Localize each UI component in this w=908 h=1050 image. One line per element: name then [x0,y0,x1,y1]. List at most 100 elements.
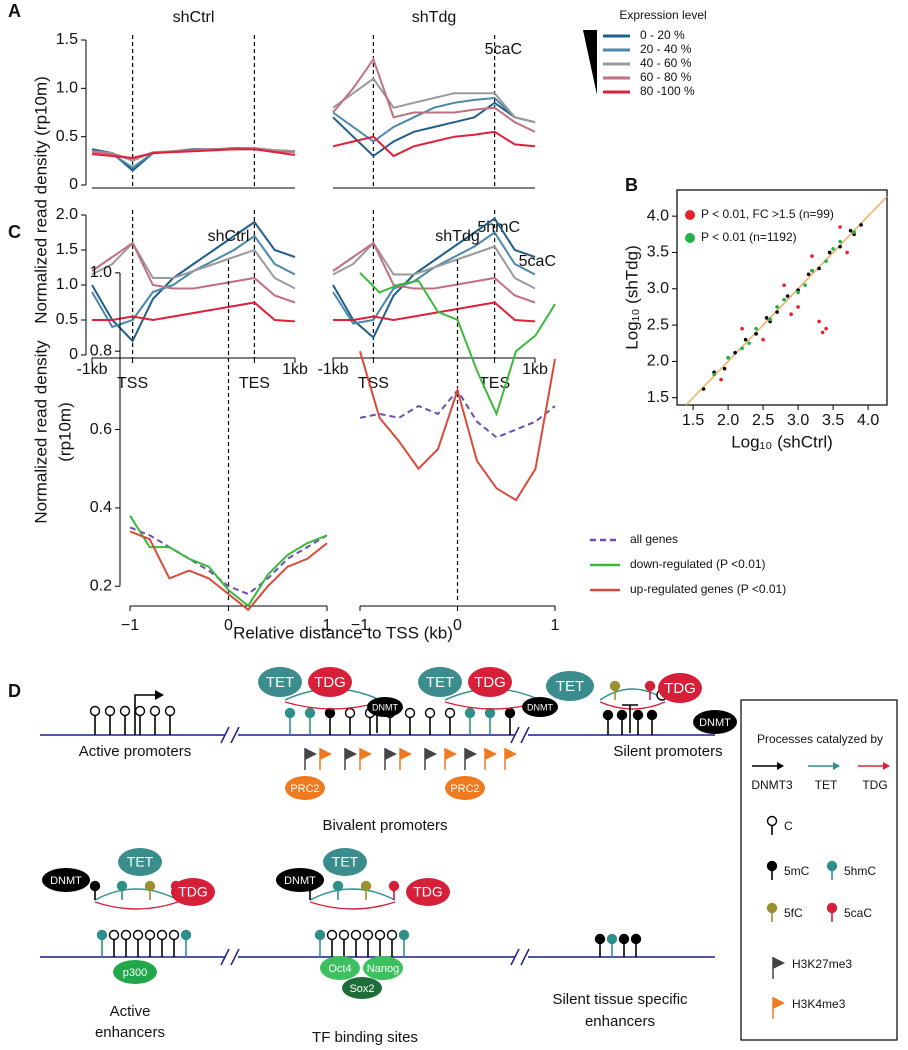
histone-flag [360,748,372,760]
lollipop-head [766,902,778,914]
panel-title: shTdg [412,9,456,26]
break-mark [220,726,230,744]
scatter-point [782,297,786,302]
lollipop-head [156,929,168,941]
x-tick-label: 4.0 [857,412,879,429]
scatter-point [827,250,832,255]
plot-frame [676,189,888,406]
series-line [332,241,536,304]
enzyme [522,697,558,717]
inhibit [622,704,638,733]
lollipop-head [108,929,120,941]
histone-flag [505,748,517,760]
lollipop-head [314,929,326,941]
break-mark [230,948,240,966]
panel-label: C [8,222,21,242]
enzyme-label: TDG [178,884,208,900]
scatter-point [743,337,748,342]
region-label: Active [110,1003,151,1020]
series-line [91,148,296,159]
panel-title: shTdg [435,228,479,245]
x-tick-label: -1kb [317,361,348,378]
lollipop-head [618,933,630,945]
enzyme-label: TET [332,854,359,870]
lollipop-head [826,902,838,914]
x-tick-label: 2.0 [717,412,739,429]
scatter-point [764,316,769,320]
series-line [92,301,296,323]
enzyme [276,868,324,892]
break-mark [520,726,530,744]
y-tick-label: 2.0 [647,353,669,370]
scatter-point [838,225,842,229]
y-tick-label: 4.0 [647,207,669,224]
y-axis-label: Normalized read density [31,340,50,524]
scatter-point [740,346,744,351]
y-tick-label: 0.6 [90,421,112,438]
y-tick-label: 0.2 [90,577,112,594]
annotation: 5caC [485,41,522,58]
enzyme [258,667,302,697]
lollipop-head [338,929,350,941]
panel-label: A [8,1,21,21]
cycle-arrow [94,901,179,910]
lollipop-head [119,705,131,717]
lollipop-head [134,705,146,717]
legend-label: 5fC [784,906,803,920]
panel-title: shCtrl [173,9,215,26]
break-mark [220,948,230,966]
scatter-point [810,254,814,258]
region-label: Active promoters [79,743,192,760]
series-line [332,231,536,325]
lollipop-head [116,880,128,892]
enzyme-label: DNMT [50,875,82,887]
legend-label: 60 - 80 % [640,70,692,84]
scatter-point [747,341,751,346]
tss-arrow [134,694,155,735]
scatter-point [785,294,790,298]
lollipop-head [164,705,176,717]
lollipop-head [132,929,144,941]
legend-swatch [685,210,695,220]
legend-label: 5caC [844,906,872,920]
lollipop-head [104,705,116,717]
lollipop-head [398,929,410,941]
scatter-point [838,239,842,244]
lollipop-head [602,709,614,721]
scatter-point [761,337,765,342]
legend-label: H3K4me3 [792,997,846,1011]
lollipop-head [89,880,101,892]
y-tick-label: 0.5 [56,311,78,328]
scatter-point [859,223,863,227]
scatter-point [775,305,779,309]
x-tick-label: 0 [224,617,233,634]
region-label: enhancers [95,1024,165,1041]
region-label: Bivalent promoters [322,817,447,834]
scatter-point [789,312,793,317]
enzyme [323,848,367,876]
lollipop-head [326,929,338,941]
x-axis-label: Relative distance to TSS (kb) [233,623,453,642]
enzyme [118,848,162,876]
y-axis-label: Log₁₀ (shTdg) [622,245,641,349]
legend-label: TET [815,778,838,792]
scatter-point [754,326,758,331]
scatter-point [712,372,716,377]
histone-flag [485,748,497,760]
lollipop-head [484,707,496,719]
x-tick-label: TSS [117,375,148,392]
lollipop-head [374,929,386,941]
y-tick-label: 2.0 [56,206,78,223]
lollipop-head [616,709,628,721]
series-line [359,350,556,502]
enzyme [42,868,90,892]
lollipop-head [344,707,356,719]
histone-flag [320,748,332,760]
scatter-point [848,228,853,233]
enzyme-label: TET [556,678,584,695]
histone-flag [305,748,317,760]
legend-label: 40 - 60 % [640,56,692,70]
legend-swatch [685,233,695,243]
enzyme [285,776,325,800]
